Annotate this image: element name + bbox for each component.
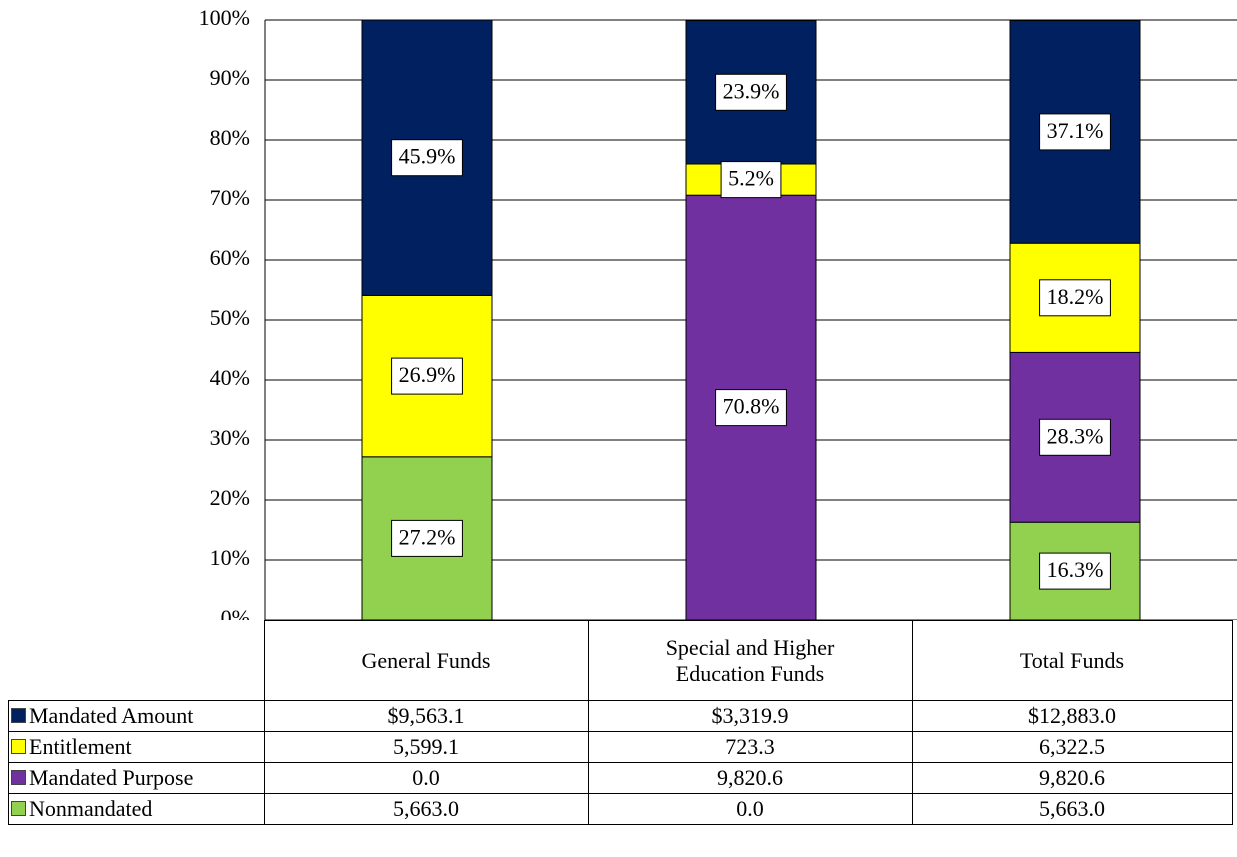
legend-item: Nonmandated bbox=[8, 793, 265, 825]
table-value-text: $3,319.9 bbox=[711, 703, 789, 728]
data-label-box bbox=[715, 73, 787, 111]
data-label-box bbox=[1039, 552, 1111, 590]
table-value-text: 9,820.6 bbox=[717, 765, 783, 790]
legend-swatch bbox=[11, 770, 26, 785]
y-tick-label: 70% bbox=[210, 185, 250, 210]
y-tick-label: 90% bbox=[210, 65, 250, 90]
legend-item: Mandated Purpose bbox=[8, 762, 265, 794]
data-label-text: 27.2% bbox=[399, 524, 456, 549]
data-label-text: 16.3% bbox=[1047, 557, 1104, 582]
legend-label: Nonmandated bbox=[29, 796, 153, 821]
data-label: 37.1% bbox=[1039, 113, 1111, 151]
y-tick-label: 100% bbox=[199, 5, 250, 30]
y-tick-label: 20% bbox=[210, 485, 250, 510]
data-label-box bbox=[715, 389, 787, 427]
data-label-text: 28.3% bbox=[1047, 423, 1104, 448]
legend-label: Mandated Purpose bbox=[29, 765, 194, 790]
table-value-text: 5,599.1 bbox=[393, 734, 459, 759]
data-table: General Funds Special and Higher Educatio… bbox=[8, 620, 1233, 825]
table-value: $9,563.1 bbox=[263, 700, 589, 732]
x-tick-label-text: Total Funds bbox=[1019, 647, 1125, 673]
x-tick-label: Special and Higher Education Funds bbox=[587, 620, 913, 701]
table-value-text: $12,883.0 bbox=[1028, 703, 1116, 728]
table-value: 9,820.6 bbox=[587, 762, 913, 794]
legend-swatch bbox=[11, 708, 26, 723]
data-label-text: 70.8% bbox=[723, 394, 780, 419]
table-value: $12,883.0 bbox=[911, 700, 1233, 732]
table-value: 6,322.5 bbox=[911, 731, 1233, 763]
table-corner bbox=[8, 620, 265, 701]
table-value: 5,663.0 bbox=[911, 793, 1233, 825]
table-value: 0.0 bbox=[263, 762, 589, 794]
table-value-text: 723.3 bbox=[725, 734, 775, 759]
data-label-text: 37.1% bbox=[1047, 118, 1104, 143]
y-tick-label: 50% bbox=[210, 305, 250, 330]
data-label-box bbox=[720, 161, 782, 199]
y-tick-label: 10% bbox=[210, 545, 250, 570]
legend-item: Entitlement bbox=[8, 731, 265, 763]
table-value: 5,599.1 bbox=[263, 731, 589, 763]
table-value-text: 0.0 bbox=[412, 765, 440, 790]
x-tick-label-text: General Funds bbox=[361, 647, 491, 673]
legend-item: Mandated Amount bbox=[8, 700, 265, 732]
data-label-box bbox=[1039, 418, 1111, 456]
data-label-text: 23.9% bbox=[723, 78, 780, 103]
data-label-box bbox=[391, 519, 463, 557]
table-value-text: 9,820.6 bbox=[1039, 765, 1105, 790]
y-tick-label: 0% bbox=[221, 605, 250, 620]
data-label-box bbox=[1039, 279, 1111, 317]
data-label: 45.9% bbox=[391, 139, 463, 177]
data-label-box bbox=[1039, 113, 1111, 151]
y-tick-label: 40% bbox=[210, 365, 250, 390]
legend-swatch bbox=[11, 801, 26, 816]
x-tick-label: General Funds bbox=[263, 620, 589, 701]
data-label: 5.2% bbox=[720, 161, 782, 199]
data-label-text: 18.2% bbox=[1047, 284, 1104, 309]
table-value: 5,663.0 bbox=[263, 793, 589, 825]
data-label-box bbox=[391, 139, 463, 177]
legend-swatch bbox=[11, 739, 26, 754]
table-value: 9,820.6 bbox=[911, 762, 1233, 794]
data-label: 27.2% bbox=[391, 519, 463, 557]
table-value-text: 5,663.0 bbox=[393, 796, 459, 821]
legend-label: Entitlement bbox=[29, 734, 132, 759]
y-tick-label: 30% bbox=[210, 425, 250, 450]
y-tick-label: 80% bbox=[210, 125, 250, 150]
data-label-text: 5.2% bbox=[728, 166, 774, 191]
data-label-text: 45.9% bbox=[399, 144, 456, 169]
y-tick-label: 60% bbox=[210, 245, 250, 270]
data-label: 28.3% bbox=[1039, 418, 1111, 456]
legend-label: Mandated Amount bbox=[29, 703, 194, 728]
table-value: 723.3 bbox=[587, 731, 913, 763]
data-label: 26.9% bbox=[391, 357, 463, 395]
table-value: 0.0 bbox=[587, 793, 913, 825]
data-label-box bbox=[391, 357, 463, 395]
data-label: 18.2% bbox=[1039, 279, 1111, 317]
data-label: 16.3% bbox=[1039, 552, 1111, 590]
table-value: $3,319.9 bbox=[587, 700, 913, 732]
data-label: 23.9% bbox=[715, 73, 787, 111]
table-value-text: 5,663.0 bbox=[1039, 796, 1105, 821]
x-tick-label-text: Special and Higher Education Funds bbox=[665, 634, 835, 686]
data-label-text: 26.9% bbox=[399, 362, 456, 387]
table-value-text: 6,322.5 bbox=[1039, 734, 1105, 759]
x-tick-label: Total Funds bbox=[911, 620, 1233, 701]
data-label: 70.8% bbox=[715, 389, 787, 427]
chart: 0% 10% 20% 30% 40% 50% 60% 70% 80% 90% 100% 27.2% 26… bbox=[199, 5, 1237, 620]
table-value-text: $9,563.1 bbox=[387, 703, 465, 728]
table-value-text: 0.0 bbox=[736, 796, 764, 821]
